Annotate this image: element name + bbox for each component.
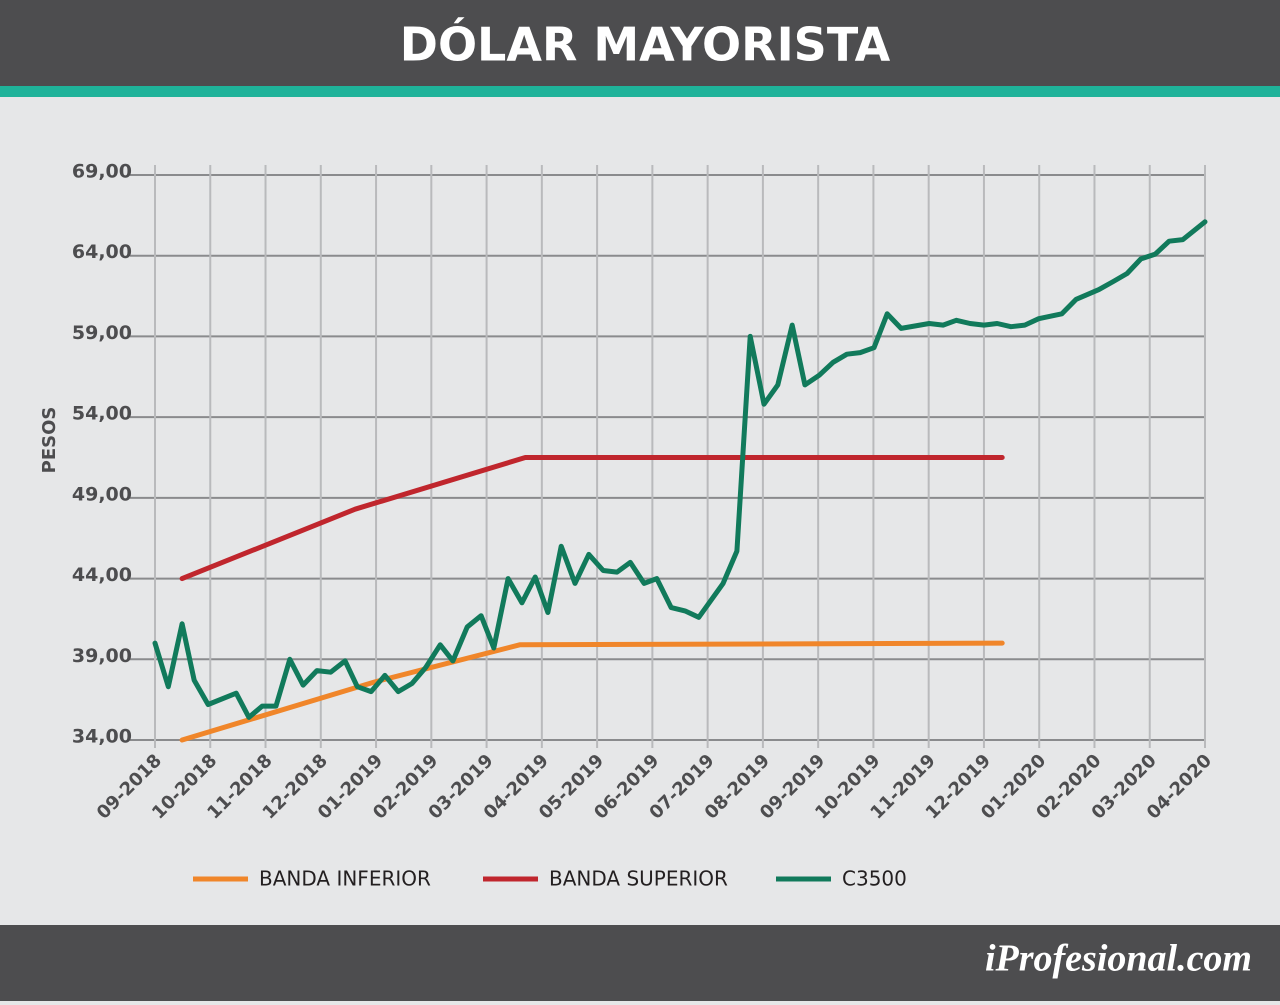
chart-title: DÓLAR MAYORISTA: [400, 18, 891, 72]
header-stripe: [0, 86, 1280, 97]
legend-label: C3500: [842, 867, 907, 891]
line: [152, 219, 1208, 720]
header-bar: [0, 0, 1280, 86]
brand: iProfesional.com: [985, 938, 1252, 980]
y-tick-label: 44,00: [72, 564, 132, 586]
y-tick-label: 69,00: [72, 161, 132, 183]
y-tick-label: 54,00: [72, 403, 132, 425]
y-tick-label: 59,00: [72, 322, 132, 344]
legend-label: BANDA INFERIOR: [259, 867, 431, 891]
footer-bar: [0, 925, 1280, 1001]
legend-label: BANDA SUPERIOR: [549, 867, 728, 891]
y-tick-label: 64,00: [72, 241, 132, 263]
y-tick-label: 39,00: [72, 645, 132, 667]
y-axis-label: PESOS: [39, 407, 60, 474]
y-tick-label: 49,00: [72, 483, 132, 505]
line: [179, 640, 1005, 743]
y-tick-label: 34,00: [72, 726, 132, 748]
line: [179, 455, 1005, 582]
